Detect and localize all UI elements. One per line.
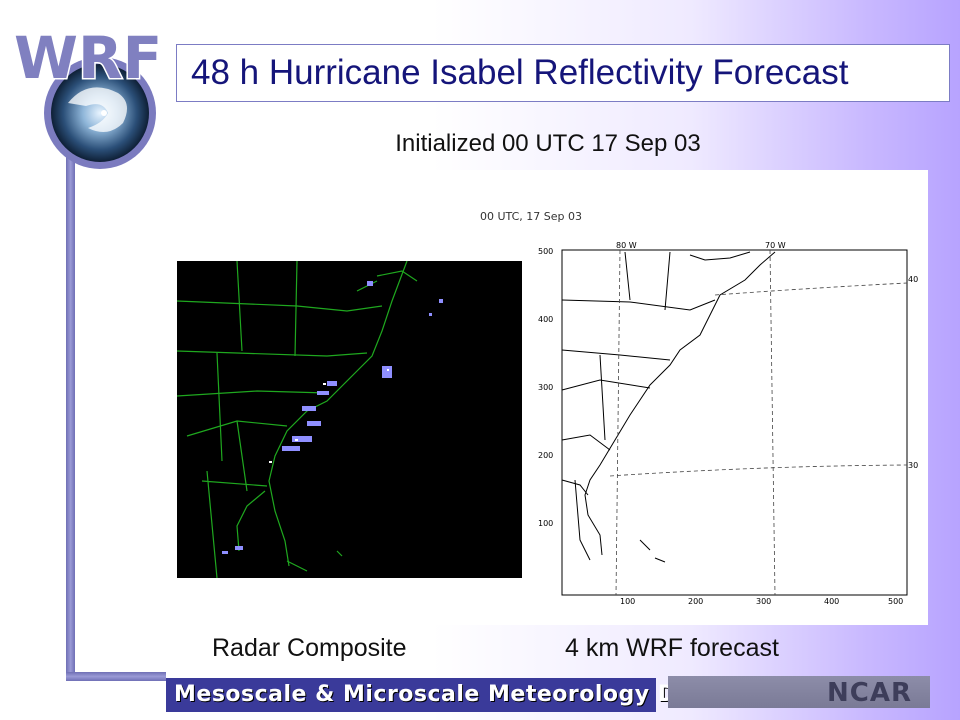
accent-vertical-bar (66, 150, 75, 680)
lon-label: 80 W (616, 241, 637, 250)
wrf-forecast-map: 80 W 70 W 40 N 30 N 500 400 300 200 100 … (530, 240, 920, 605)
slide-subtitle: Initialized 00 UTC 17 Sep 03 (395, 130, 701, 157)
wrf-logo: WRF (13, 23, 164, 169)
caption-radar-composite: Radar Composite (212, 634, 407, 662)
y-tick: 500 (538, 247, 553, 256)
division-banner: Mesoscale & Microscale Meteorology Divis… (166, 678, 760, 712)
lat-label: 30 N (908, 461, 920, 470)
panel-timestamp: 00 UTC, 17 Sep 03 (480, 210, 583, 223)
slide-title: 48 h Hurricane Isabel Reflectivity Forec… (191, 53, 849, 92)
y-tick: 300 (538, 383, 553, 392)
x-tick: 500 (888, 597, 903, 605)
caption-wrf-forecast: 4 km WRF forecast (565, 634, 779, 662)
radar-composite-image (177, 261, 522, 578)
x-tick: 400 (824, 597, 839, 605)
x-tick: 100 (620, 597, 635, 605)
y-tick: 100 (538, 519, 553, 528)
lon-label: 70 W (765, 241, 786, 250)
accent-horizontal-bar (66, 672, 166, 681)
lat-label: 40 N (908, 275, 920, 284)
x-tick: 300 (756, 597, 771, 605)
ncar-bar: NCAR (668, 676, 930, 708)
logo-text: WRF (14, 24, 162, 92)
ncar-logo-text: NCAR (827, 678, 912, 708)
title-box: 48 h Hurricane Isabel Reflectivity Forec… (176, 44, 950, 102)
y-tick: 200 (538, 451, 553, 460)
figure-panel: 00 UTC, 17 Sep 03 (140, 170, 928, 625)
x-tick: 200 (688, 597, 703, 605)
y-tick: 400 (538, 315, 553, 324)
